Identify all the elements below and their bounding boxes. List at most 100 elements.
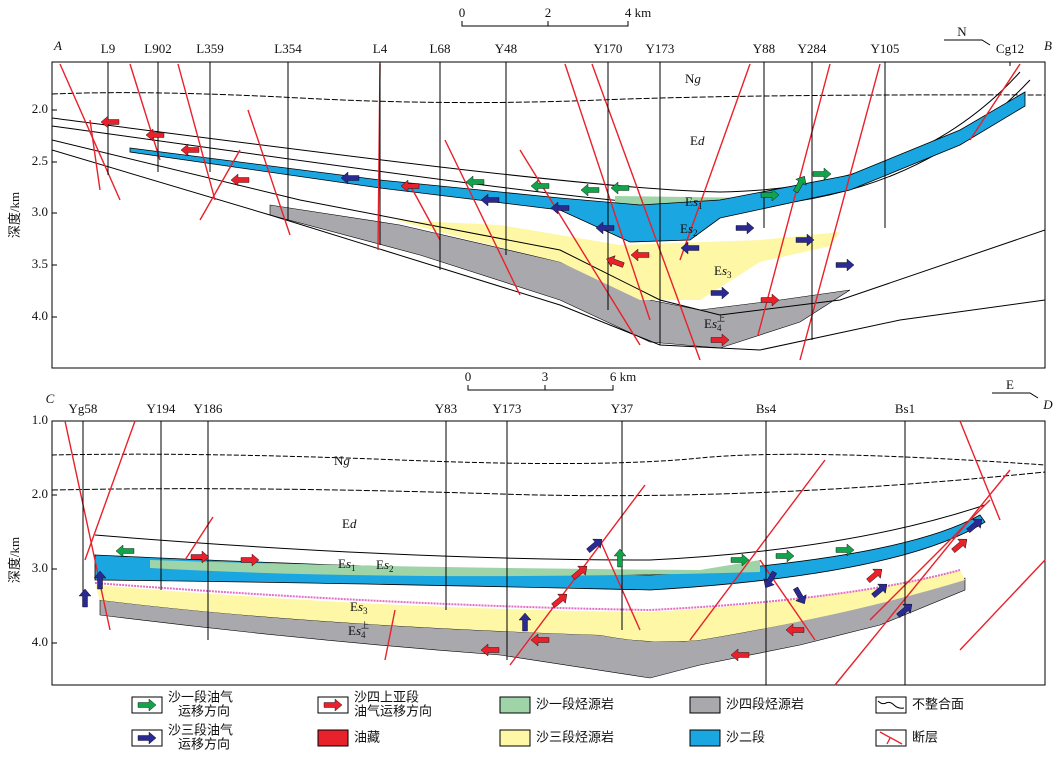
migration-arrow <box>864 565 886 586</box>
fault <box>85 421 135 560</box>
well-name: Y194 <box>147 401 176 416</box>
migration-arrow <box>736 222 754 234</box>
formation-sub: 3 <box>363 606 368 616</box>
migration-arrow <box>611 182 629 194</box>
formation-main: E <box>685 194 693 209</box>
legend-label: 油藏 <box>354 731 380 746</box>
formation-sub: 1 <box>698 201 703 211</box>
formation-main: E <box>714 263 722 278</box>
well-name: L902 <box>144 41 171 56</box>
section-start: C <box>46 391 55 406</box>
depth-tick-label: 3.5 <box>32 256 48 271</box>
legend-label: 沙二段 <box>726 731 765 746</box>
frame <box>52 62 1045 368</box>
legend-fault <box>880 732 902 744</box>
formation-main: E <box>690 133 698 148</box>
formation-main: E <box>704 316 712 331</box>
formation-italic: g <box>343 453 350 468</box>
compass-label: N <box>957 24 967 39</box>
legend-label: 沙四段烃源岩 <box>726 698 804 713</box>
well-name: Y284 <box>798 41 827 56</box>
formation-sub: 3 <box>727 270 732 280</box>
migration-arrow <box>776 550 794 562</box>
fault <box>960 560 1045 650</box>
legend-label: 运移方向 <box>178 704 230 720</box>
formation-label: Es3 <box>350 599 368 616</box>
formation-sup: 上 <box>717 314 725 323</box>
well-name: Bs4 <box>756 401 777 416</box>
formation-sub: 1 <box>351 563 356 573</box>
scale-label: 2 <box>545 5 552 20</box>
migration-arrow <box>836 259 854 271</box>
scale-bar <box>468 385 613 390</box>
well-name: L354 <box>274 41 302 56</box>
well-name: Y83 <box>435 401 457 416</box>
scale-label: 3 <box>542 369 549 384</box>
compass-arrow <box>992 393 1038 398</box>
formation-sub: 4 <box>717 323 722 333</box>
scale-label: 0 <box>459 5 466 20</box>
well-name: Y170 <box>594 41 623 56</box>
depth-tick-label: 4.0 <box>32 634 48 649</box>
formation-main: E <box>338 556 346 571</box>
legend-label: 沙一段烃源岩 <box>536 698 614 713</box>
scale-bar <box>462 21 628 26</box>
unconformity <box>52 472 1045 496</box>
fault <box>130 64 160 160</box>
legend-box <box>876 697 906 713</box>
formation-main: E <box>342 516 350 531</box>
depth-tick-label: 2.5 <box>32 153 48 168</box>
migration-arrow <box>614 549 626 567</box>
depth-tick-label: 2.0 <box>32 101 48 116</box>
formation-sup: 上 <box>361 621 369 630</box>
formation-sub: 4 <box>361 630 366 640</box>
legend-label: 断层 <box>912 731 938 746</box>
figure: 沙一段油气运移方向沙四上亚段油气运移方向沙一段烃源岩沙四段烃源岩不整合面沙三段油… <box>0 0 1057 757</box>
well-name: L68 <box>430 41 451 56</box>
legend-label: 运移方向 <box>178 737 230 753</box>
compass-label: E <box>1006 377 1014 392</box>
migration-arrow <box>138 732 156 744</box>
well-name: Y48 <box>495 41 517 56</box>
depth-tick-label: 1.0 <box>32 412 48 427</box>
well-name: Yg58 <box>69 401 98 416</box>
depth-tick-label: 2.0 <box>32 486 48 501</box>
well-name: Y88 <box>753 41 775 56</box>
section-start: A <box>53 38 62 53</box>
fault <box>185 517 213 560</box>
formation-italic: g <box>694 71 701 86</box>
formation-label: Ed <box>690 133 705 148</box>
well-name: Y173 <box>646 41 675 56</box>
scale-label: 4 km <box>625 5 651 20</box>
es2 <box>130 92 1025 242</box>
legend: 沙一段油气运移方向沙四上亚段油气运移方向沙一段烃源岩沙四段烃源岩不整合面沙三段油… <box>132 690 964 753</box>
section: Yg58Y194Y186Y83Y173Y37Bs4Bs1CD036 kmE1.0… <box>7 369 1053 685</box>
legend-box <box>500 730 530 746</box>
legend-label: 油气运移方向 <box>354 704 432 720</box>
formation-italic: d <box>350 516 357 531</box>
fault <box>178 64 215 200</box>
formation-main: E <box>680 221 688 236</box>
legend-label: 不整合面 <box>912 698 964 713</box>
formation-label: Es1 <box>338 556 356 573</box>
well-name: L9 <box>101 41 115 56</box>
well-name: L359 <box>196 41 223 56</box>
legend-box <box>500 697 530 713</box>
well-name: Bs1 <box>895 401 915 416</box>
migration-arrow <box>138 699 156 711</box>
compass-arrow <box>944 40 990 45</box>
well-name: Y173 <box>493 401 522 416</box>
fault <box>90 120 100 190</box>
formation-italic: d <box>698 133 705 148</box>
depth-tick-label: 4.0 <box>32 308 48 323</box>
section-end: D <box>1042 397 1053 412</box>
legend-unconformity <box>878 701 904 708</box>
formation-sub: 2 <box>389 564 394 574</box>
fault <box>835 470 1010 685</box>
formation-sub: 2 <box>693 228 698 238</box>
axis-label: 深度/km <box>7 192 22 238</box>
migration-arrow <box>79 589 91 607</box>
well-name: Y37 <box>611 401 634 416</box>
well-name: Y105 <box>871 41 900 56</box>
well-name: Cg12 <box>996 41 1024 56</box>
